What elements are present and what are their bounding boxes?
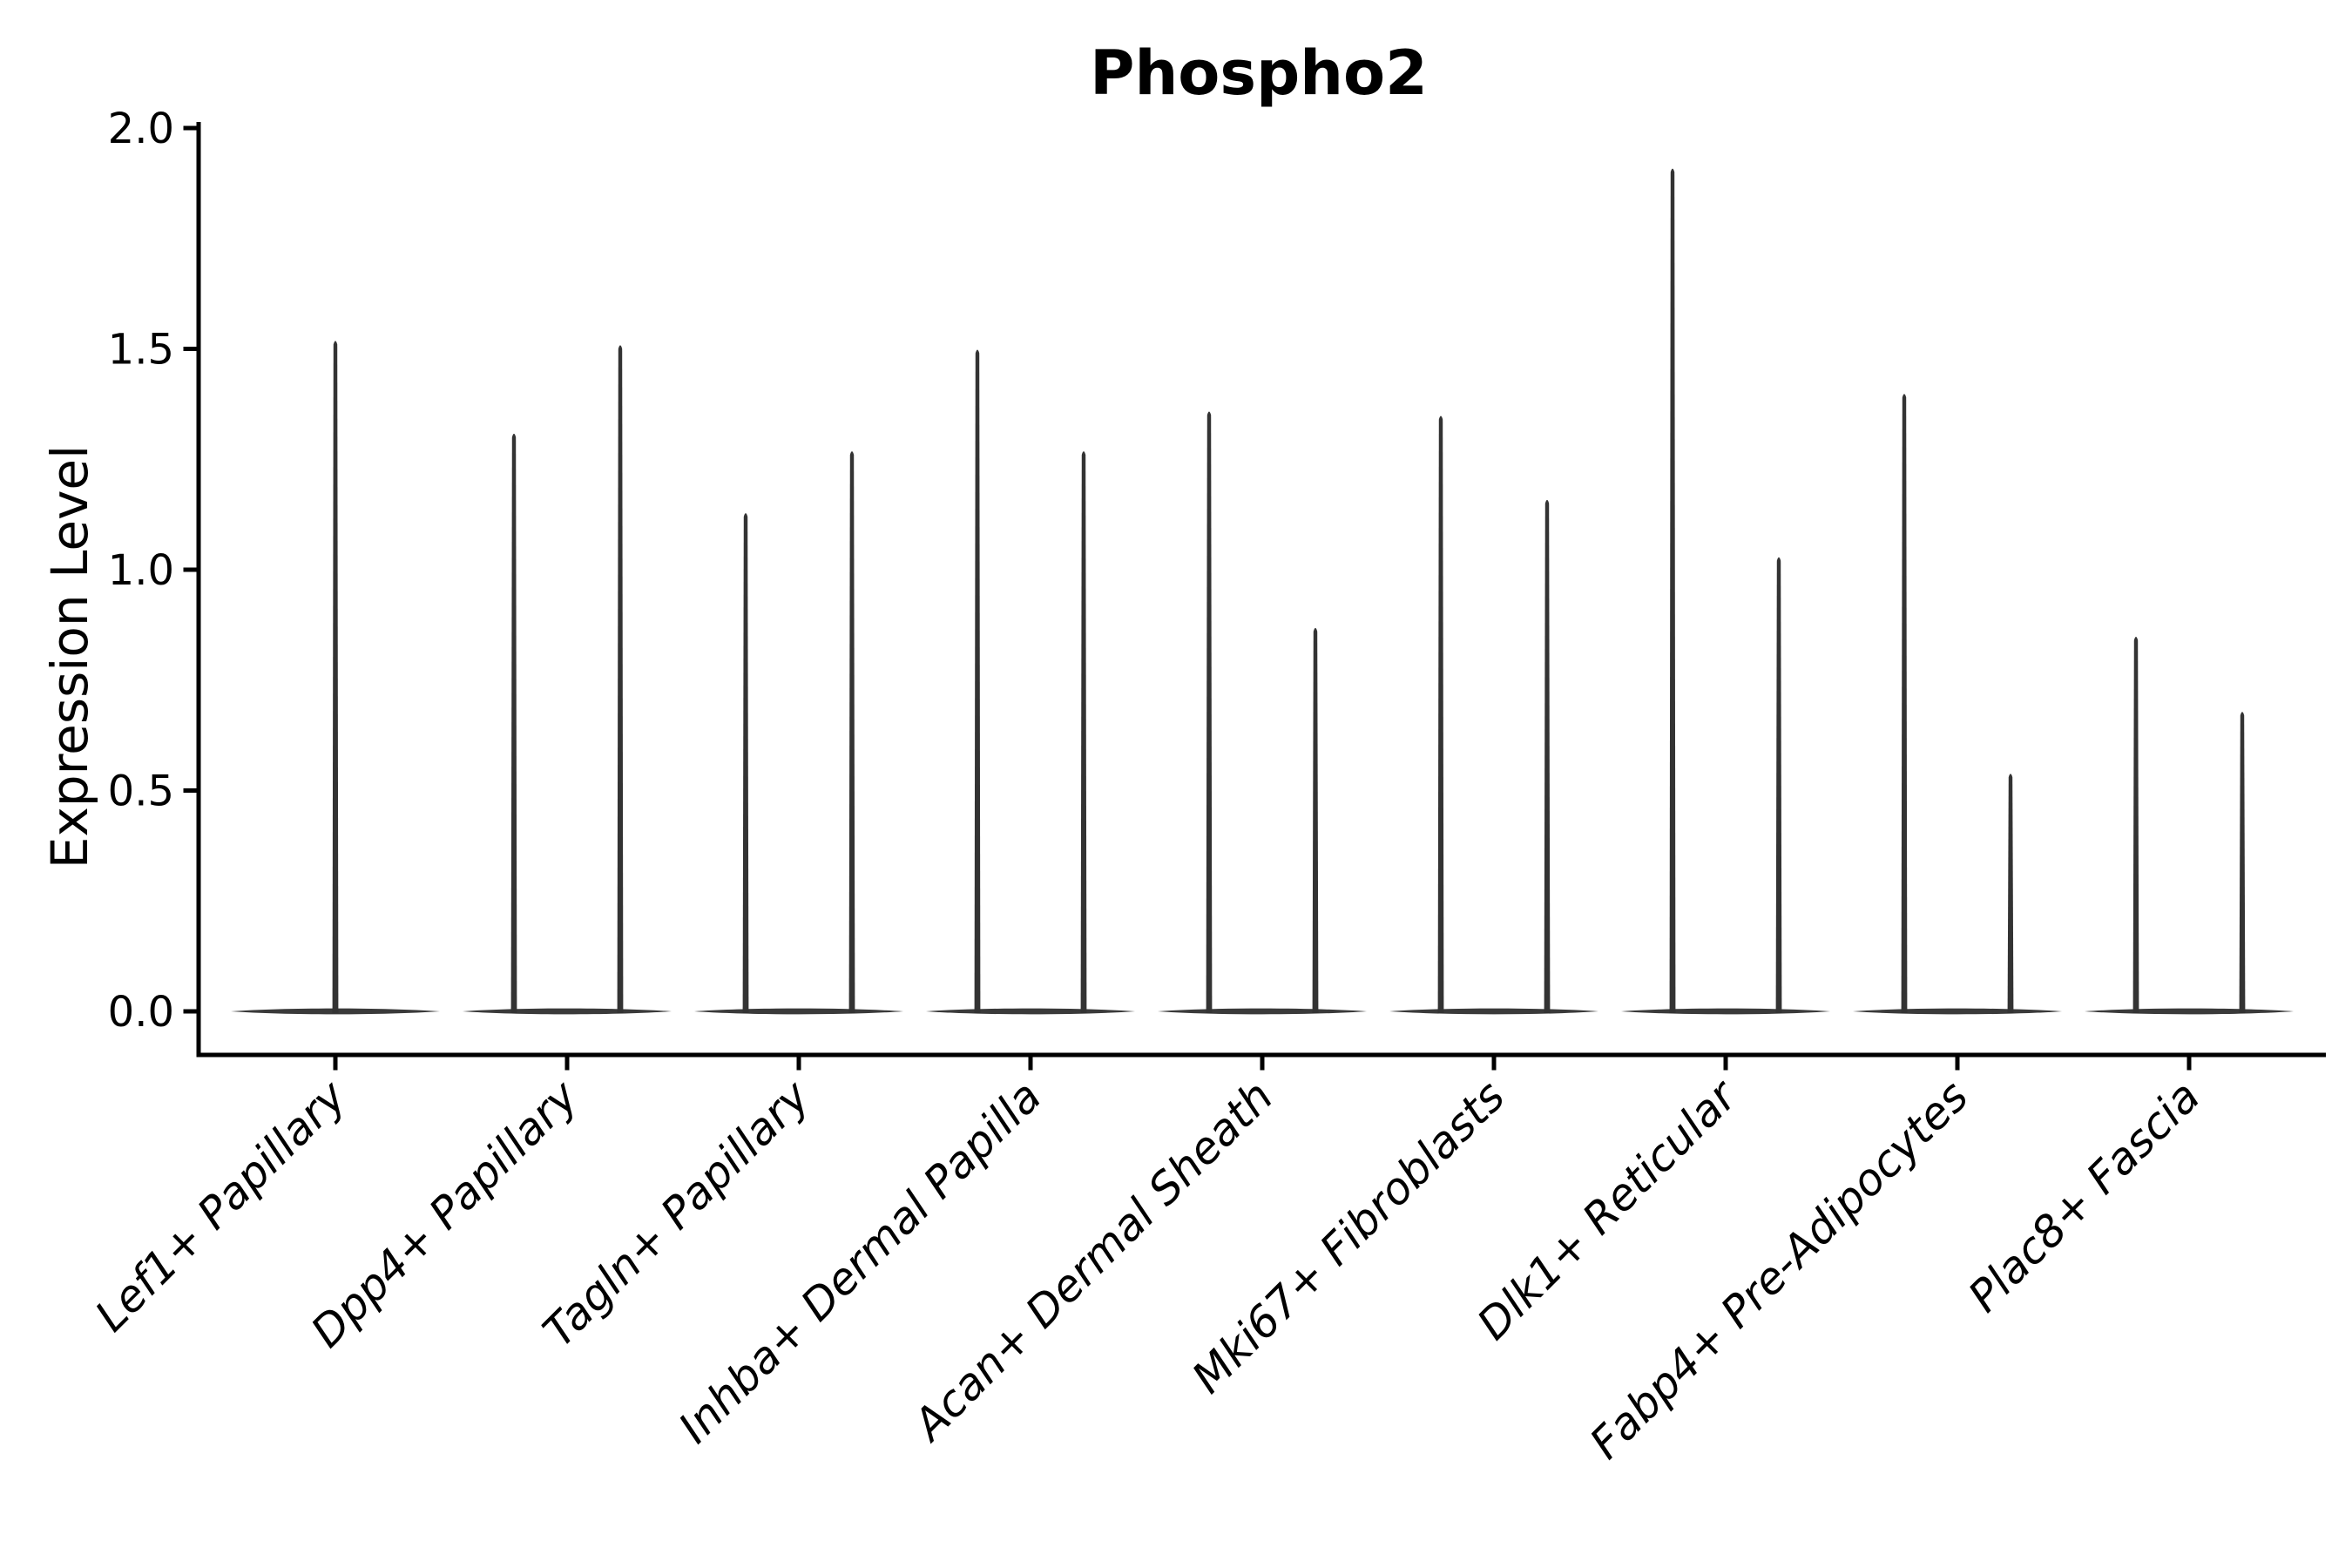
violin-base xyxy=(2085,1008,2294,1015)
violin-spike xyxy=(1544,499,1551,1013)
x-tick-label: Lef1+ Papillary xyxy=(85,1070,356,1341)
violin-spike xyxy=(1775,557,1782,1013)
axes-layer xyxy=(183,122,2326,1071)
violin-spike xyxy=(2007,774,2014,1013)
violin-base xyxy=(1389,1008,1598,1015)
violin-spike xyxy=(2239,712,2246,1013)
violin-base xyxy=(463,1008,672,1015)
y-tick-label: 0.5 xyxy=(108,767,174,816)
violin-base xyxy=(1158,1008,1367,1015)
violin-spike xyxy=(617,345,624,1013)
violin-spike xyxy=(1312,627,1319,1013)
violin-base xyxy=(1853,1008,2062,1015)
y-tick-label: 1.5 xyxy=(108,326,174,375)
violin-spike xyxy=(1669,168,1676,1013)
y-tick-label: 2.0 xyxy=(108,105,174,153)
violin-base xyxy=(926,1008,1135,1015)
violin-spike xyxy=(974,349,981,1013)
y-axis-label: Expression Level xyxy=(40,445,99,868)
violin-spike xyxy=(742,513,749,1013)
violin-spike xyxy=(1080,451,1087,1013)
y-tick-label: 0.0 xyxy=(108,988,174,1037)
violin-spike xyxy=(848,451,855,1013)
violin-spike xyxy=(2132,637,2139,1013)
violin-base xyxy=(1621,1008,1830,1015)
violin-spike xyxy=(1901,394,1908,1013)
violin-base xyxy=(694,1008,903,1015)
violin-spike xyxy=(1206,411,1213,1014)
chart-title: Phospho2 xyxy=(1090,37,1428,109)
violin-spike xyxy=(510,433,517,1014)
violin-layer xyxy=(231,168,2294,1015)
y-tick-label: 1.0 xyxy=(108,546,174,595)
violin-spike xyxy=(332,341,339,1013)
x-tick-label: Plac8+ Fascia xyxy=(1959,1071,2210,1321)
x-tick-label: Fabp4+ Pre-Adipocytes xyxy=(1580,1071,1978,1469)
violin-spike xyxy=(1437,416,1444,1013)
